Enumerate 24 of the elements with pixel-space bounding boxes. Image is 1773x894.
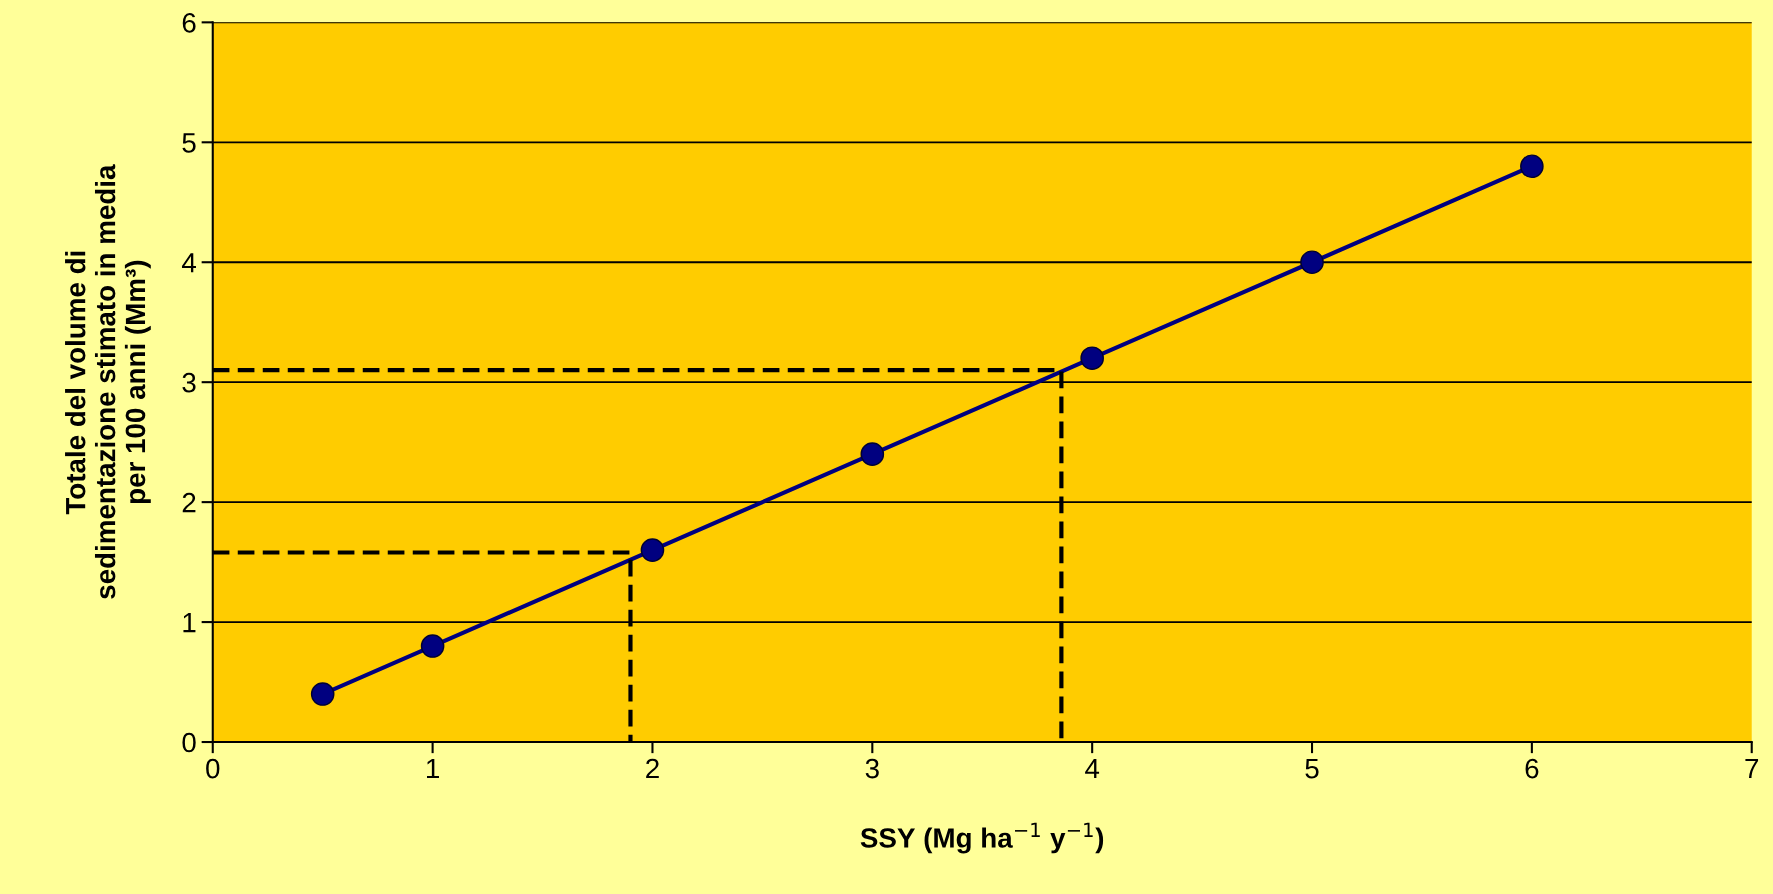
y-tick-label: 4 — [181, 253, 196, 273]
y-tick-label: 2 — [182, 492, 196, 513]
y-tick-label: 1 — [183, 613, 196, 633]
y-tick-label: 6 — [182, 13, 196, 33]
point — [1080, 346, 1104, 371]
x-tick-label: 3 — [865, 758, 879, 779]
x-tick-label: 1 — [427, 759, 439, 779]
x-tick-label: 2 — [646, 758, 659, 779]
x-tick-label: 6 — [1525, 758, 1539, 779]
y-tick-label: 0 — [182, 732, 196, 753]
x-tick-label: 4 — [1085, 759, 1100, 779]
point — [640, 538, 665, 562]
point — [860, 442, 885, 466]
point — [1520, 154, 1544, 179]
y-tick-label: 5 — [182, 133, 196, 153]
y-tick-label: 3 — [182, 372, 196, 393]
point — [420, 634, 445, 658]
x-tick-label: 5 — [1305, 759, 1319, 779]
x-tick-label: 7 — [1745, 759, 1759, 779]
point — [310, 682, 335, 706]
point — [1300, 250, 1324, 275]
x-axis-title: SSY (Mg ha$^{−1}$ y$^{−1}$) — [860, 822, 1104, 854]
y-axis-title: Totale del volume di sedimentazione stimato in media per 100 anni (Mm³) — [65, 164, 151, 599]
x-tick-label: 0 — [206, 758, 220, 779]
